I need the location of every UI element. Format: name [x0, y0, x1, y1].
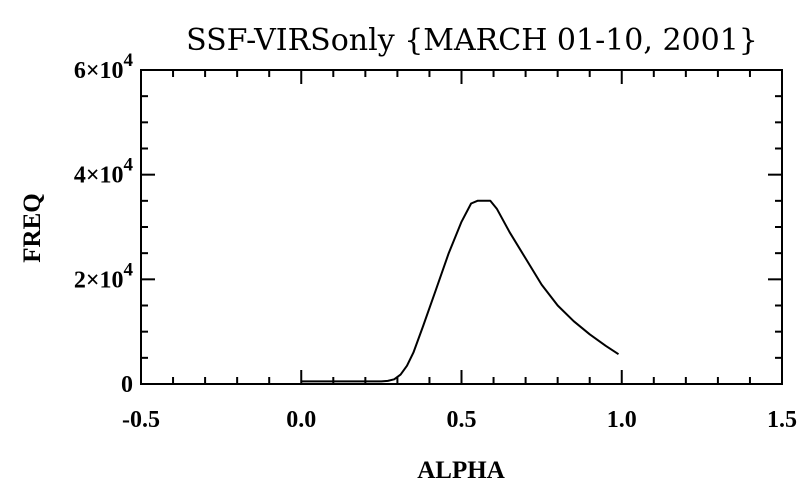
- y-tick-label: 4×104: [74, 155, 134, 189]
- y-tick-label: 0: [121, 372, 133, 398]
- x-tick-label: 1.5: [767, 407, 797, 433]
- x-tick-labels: -0.5 0.0 0.5 1.0 1.5: [122, 407, 797, 433]
- chart-title: SSF-VIRSonly {MARCH 01-10, 2001}: [186, 23, 758, 58]
- x-tick-label: 1.0: [607, 407, 637, 433]
- y-tick-label: 2×104: [74, 259, 134, 293]
- x-tick-label: -0.5: [122, 407, 160, 433]
- y-tick-labels: 0 2×104 4×104 6×104: [74, 50, 134, 398]
- x-axis-label: ALPHA: [417, 457, 505, 484]
- series-line-0: [301, 199, 620, 383]
- x-tick-label: 0.0: [286, 407, 316, 433]
- y-tick-label: 6×104: [74, 50, 134, 84]
- plot-area: [140, 69, 783, 385]
- y-axis-label: FREQ: [19, 193, 46, 262]
- plot-frame: [140, 69, 783, 385]
- x-tick-label: 0.5: [447, 407, 477, 433]
- series-layer: [301, 199, 620, 383]
- axis-ticks: [140, 69, 783, 385]
